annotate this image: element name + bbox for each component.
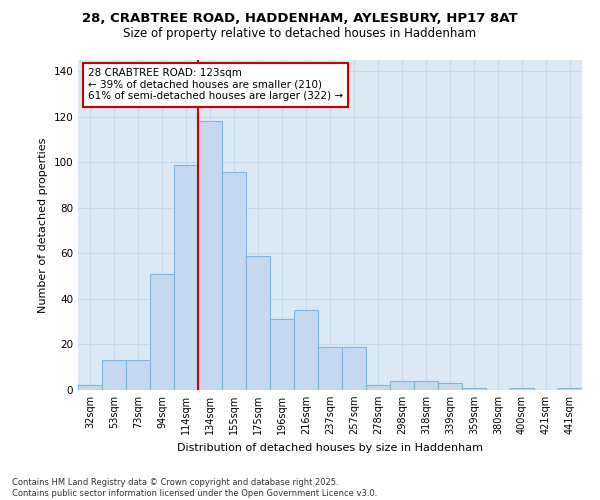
Bar [174,164,198,390]
Bar [198,122,222,390]
Bar [126,360,150,390]
Bar [222,172,246,390]
Bar [366,386,390,390]
Text: 28 CRABTREE ROAD: 123sqm
← 39% of detached houses are smaller (210)
61% of semi-: 28 CRABTREE ROAD: 123sqm ← 39% of detach… [88,68,343,102]
Bar [414,381,438,390]
Bar [150,274,174,390]
Text: Size of property relative to detached houses in Haddenham: Size of property relative to detached ho… [124,28,476,40]
X-axis label: Distribution of detached houses by size in Haddenham: Distribution of detached houses by size … [177,442,483,452]
Bar [78,386,102,390]
Bar [294,310,318,390]
Bar [390,381,414,390]
Text: Contains HM Land Registry data © Crown copyright and database right 2025.
Contai: Contains HM Land Registry data © Crown c… [12,478,377,498]
Bar [438,383,462,390]
Bar [510,388,534,390]
Y-axis label: Number of detached properties: Number of detached properties [38,138,48,312]
Bar [246,256,270,390]
Bar [558,388,582,390]
Text: 28, CRABTREE ROAD, HADDENHAM, AYLESBURY, HP17 8AT: 28, CRABTREE ROAD, HADDENHAM, AYLESBURY,… [82,12,518,26]
Bar [102,360,126,390]
Bar [270,320,294,390]
Bar [462,388,486,390]
Bar [318,347,342,390]
Bar [342,347,366,390]
